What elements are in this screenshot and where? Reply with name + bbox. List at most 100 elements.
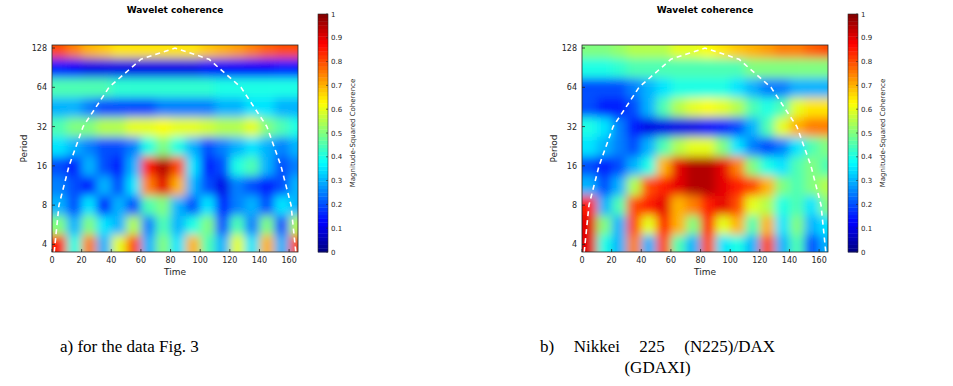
colorbar-step	[318, 126, 328, 130]
cell	[715, 176, 730, 196]
colorbar-step	[318, 21, 328, 25]
colorbar-step	[318, 204, 328, 208]
cell	[156, 156, 171, 176]
cell	[274, 45, 289, 58]
cell	[626, 97, 641, 117]
cell	[52, 97, 67, 117]
colorbar-step	[848, 185, 858, 189]
cell	[171, 215, 186, 235]
x-tick	[670, 249, 671, 252]
cell	[156, 58, 171, 78]
y-tick-label: 4	[572, 240, 577, 249]
cell	[715, 215, 730, 235]
x-tick	[81, 249, 82, 252]
colorbar-step	[848, 226, 858, 230]
cell	[230, 215, 245, 235]
cell	[701, 195, 716, 215]
cell	[804, 117, 819, 137]
colorbar-step	[318, 81, 328, 85]
colorbar-tick-label: 0.9	[861, 34, 872, 42]
cell	[656, 136, 671, 156]
colorbar-step	[848, 189, 858, 193]
cell	[789, 77, 804, 97]
cell	[82, 58, 97, 78]
cell	[82, 77, 97, 97]
colorbar-step	[848, 122, 858, 126]
colorbar-step	[318, 111, 328, 115]
colorbar-tick	[326, 156, 328, 157]
cell	[185, 176, 200, 196]
colorbar-tick	[326, 252, 328, 253]
y-tick-label: 32	[567, 123, 577, 132]
colorbar-step	[848, 47, 858, 51]
colorbar-step	[848, 237, 858, 241]
cell	[111, 45, 126, 58]
cell	[96, 176, 111, 196]
colorbar-step	[318, 114, 328, 118]
cell	[215, 77, 230, 97]
cell	[156, 215, 171, 235]
cell	[52, 117, 67, 137]
colorbar-tick	[326, 61, 328, 62]
cell	[626, 235, 641, 252]
colorbar-tick-label: 1	[331, 11, 335, 19]
cell	[789, 235, 804, 252]
cell	[715, 97, 730, 117]
colorbar-step	[848, 70, 858, 74]
colorbar-step	[848, 74, 858, 78]
cell	[686, 77, 701, 97]
colorbar-step	[318, 200, 328, 204]
colorbar-step	[848, 245, 858, 249]
cell	[52, 156, 67, 176]
colorbar-tick	[326, 109, 328, 110]
colorbar-frame	[848, 14, 858, 252]
colorbar-step	[848, 174, 858, 178]
cell	[67, 215, 82, 235]
cell	[289, 176, 298, 196]
cell	[775, 117, 790, 137]
cell	[819, 117, 828, 137]
colorbar-step	[318, 40, 328, 44]
y-tick-label: 64	[567, 83, 577, 92]
y-tick	[52, 165, 55, 166]
colorbar-step	[848, 66, 858, 70]
cell	[96, 77, 111, 97]
cell	[230, 97, 245, 117]
colorbar-step	[318, 14, 328, 18]
cell	[245, 117, 260, 137]
colorbar-step	[318, 47, 328, 51]
cell	[52, 45, 67, 58]
cell	[819, 136, 828, 156]
cell	[67, 235, 82, 252]
colorbar: 00.10.20.30.40.50.60.70.80.91Magnitude-S…	[318, 11, 357, 257]
cell	[259, 195, 274, 215]
cell	[641, 117, 656, 137]
x-tick	[140, 249, 141, 252]
colorbar-step	[848, 14, 858, 18]
cell	[141, 235, 156, 252]
cell	[597, 176, 612, 196]
cell	[67, 195, 82, 215]
cell	[775, 136, 790, 156]
cell	[171, 156, 186, 176]
colorbar-step	[318, 133, 328, 137]
cell	[67, 58, 82, 78]
cell	[626, 77, 641, 97]
colorbar-tick-label: 0.5	[861, 130, 872, 138]
colorbar-step	[318, 152, 328, 156]
y-tick	[582, 87, 585, 88]
colorbar-step	[848, 211, 858, 215]
x-tick-label: 140	[252, 256, 267, 265]
colorbar-step	[848, 114, 858, 118]
colorbar-step	[318, 59, 328, 63]
x-tick-label: 60	[136, 256, 146, 265]
colorbar-tick	[326, 14, 328, 15]
x-tick-label: 0	[49, 256, 54, 265]
colorbar-tick-label: 0.3	[331, 177, 342, 185]
colorbar-tick	[856, 133, 858, 134]
cell	[230, 176, 245, 196]
x-tick-label: 80	[165, 256, 175, 265]
cell	[171, 176, 186, 196]
colorbar-step	[318, 148, 328, 152]
cell	[612, 97, 627, 117]
